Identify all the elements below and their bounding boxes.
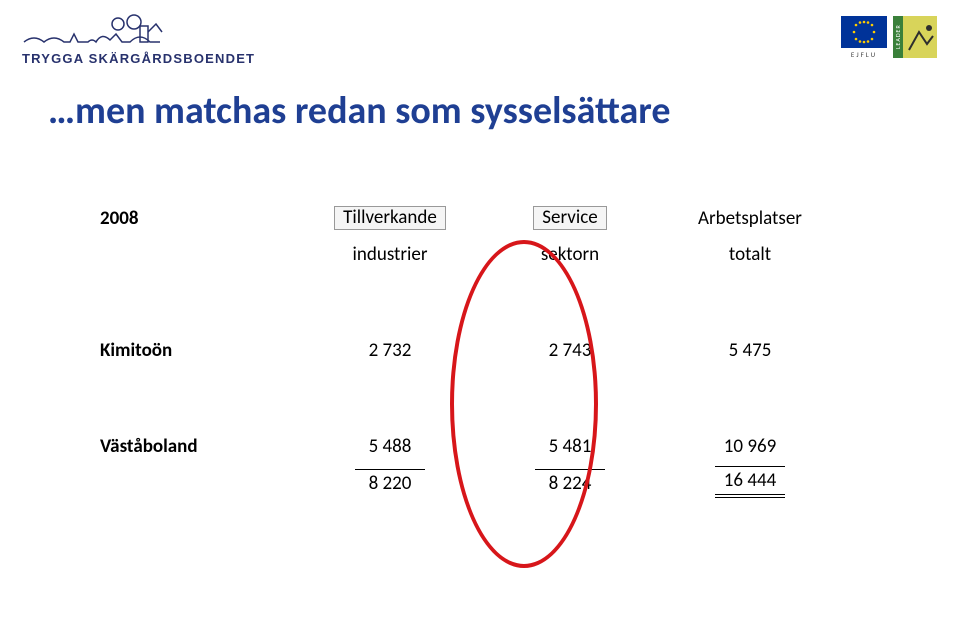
table-header-row-2: industrier sektorn totalt (100, 236, 860, 272)
eu-logo: EJFLU (841, 16, 887, 59)
row1-label: Kimitoön (100, 339, 300, 362)
col3-header-line1: Arbetsplatser (698, 207, 802, 230)
total-col3: 16 444 (715, 466, 785, 498)
eu-caption: EJFLU (841, 50, 887, 59)
table-header-row-1: 2008 Tillverkande Service Arbetsplatser (100, 200, 860, 236)
slide-title: …men matchas redan som sysselsättare (48, 88, 671, 134)
data-table: 2008 Tillverkande Service Arbetsplatser … (100, 200, 860, 500)
row2-label: Väståboland (100, 435, 300, 458)
row2-col1: 5 488 (300, 435, 480, 458)
leader-icon (903, 16, 937, 58)
leader-logo: LEADER (893, 16, 937, 58)
sponsor-logos: EJFLU LEADER (841, 16, 937, 59)
eu-flag-icon (841, 16, 887, 48)
table-row: Kimitoön 2 732 2 743 5 475 (100, 332, 860, 368)
col2-header-line1: Service (533, 206, 606, 230)
total-col1: 8 220 (355, 469, 425, 495)
col2-header-line2: sektorn (541, 243, 599, 266)
slide: TRYGGA SKÄRGÅRDSBOENDET (0, 0, 959, 621)
header: TRYGGA SKÄRGÅRDSBOENDET (0, 8, 959, 78)
org-logo: TRYGGA SKÄRGÅRDSBOENDET (22, 14, 255, 66)
skyline-icon (22, 14, 232, 46)
row1-col2: 2 743 (480, 339, 660, 362)
leader-caption: LEADER (893, 16, 903, 58)
row2-col3: 10 969 (660, 435, 840, 458)
col1-header-line1: Tillverkande (334, 206, 446, 230)
row2-col2: 5 481 (480, 435, 660, 458)
row1-col1: 2 732 (300, 339, 480, 362)
org-name: TRYGGA SKÄRGÅRDSBOENDET (22, 51, 255, 66)
table-row: Väståboland 5 488 5 481 10 969 (100, 428, 860, 464)
col3-header-line2: totalt (729, 243, 771, 266)
total-col2: 8 224 (535, 469, 605, 495)
col1-header-line2: industrier (353, 243, 428, 266)
table-total-row: 8 220 8 224 16 444 (100, 464, 860, 500)
year-label: 2008 (100, 207, 300, 230)
row1-col3: 5 475 (660, 339, 840, 362)
